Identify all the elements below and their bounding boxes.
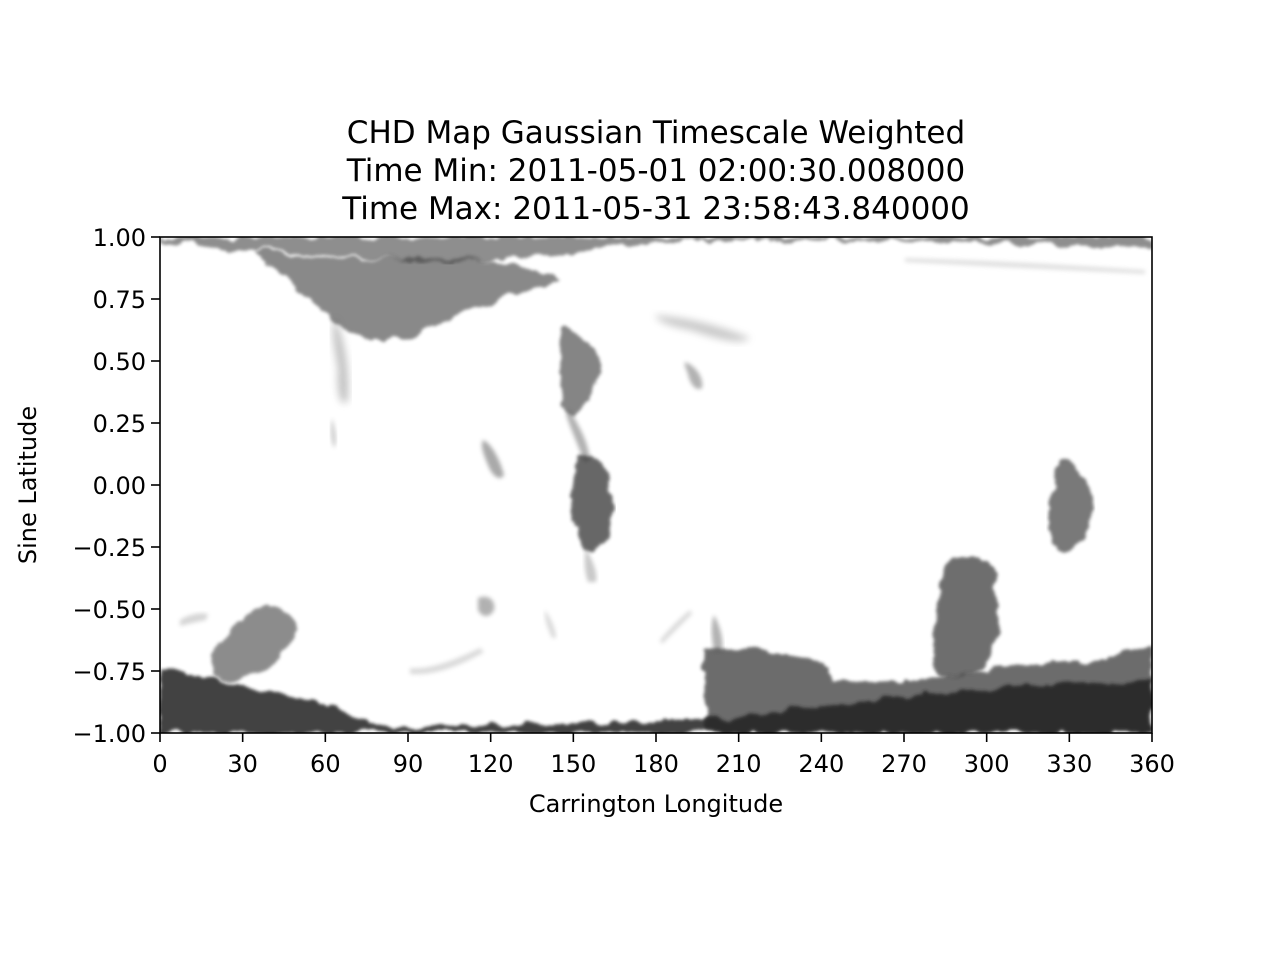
y-tick-label: 0.25 — [93, 410, 146, 438]
y-tick-label: 1.00 — [93, 224, 146, 252]
x-tick-label: 90 — [393, 750, 424, 778]
heatmap-tendril-2 — [330, 418, 337, 448]
title-line-1: CHD Map Gaussian Timescale Weighted — [347, 115, 965, 151]
title-line-3: Time Max: 2011-05-31 23:58:43.840000 — [341, 191, 970, 227]
y-tick-label: −0.50 — [72, 596, 146, 624]
heatmap-southern-lobe — [931, 556, 998, 678]
heatmap-small-patch-1 — [481, 440, 504, 479]
x-tick-label: 180 — [633, 750, 679, 778]
y-tick-label: 0.00 — [93, 472, 146, 500]
x-tick-label: 360 — [1129, 750, 1175, 778]
chart-title: CHD Map Gaussian Timescale Weighted Time… — [341, 115, 970, 227]
x-axis: 0 30 60 90 120 150 180 210 240 270 300 330 360 — [152, 733, 1175, 778]
x-axis-label: Carrington Longitude — [529, 790, 783, 818]
x-tick-label: 30 — [227, 750, 258, 778]
heatmap-small-south-patch — [478, 596, 495, 616]
heatmap-southern-lobe-tail — [711, 615, 723, 652]
heatmap-midlat-patch — [560, 325, 602, 416]
x-tick-label: 210 — [716, 750, 762, 778]
heatmap-north-extension — [250, 250, 560, 341]
y-tick-label: −0.25 — [72, 534, 146, 562]
plot-area — [160, 237, 1152, 733]
heatmap-south-polar-cap — [160, 665, 1152, 733]
heatmap-south-arc — [410, 648, 484, 675]
y-axis: −1.00 −0.75 −0.50 −0.25 0.00 0.25 0.50 0.75 1.00 — [72, 224, 160, 748]
heatmap-equatorial-tail — [584, 548, 597, 582]
x-tick-label: 270 — [881, 750, 927, 778]
heatmap-southwest-patch — [210, 605, 294, 681]
y-tick-label: 0.75 — [93, 286, 146, 314]
x-tick-label: 120 — [468, 750, 514, 778]
heatmap-streak-north — [655, 315, 750, 342]
y-tick-label: −0.75 — [72, 658, 146, 686]
heatmap-small-patch-2 — [684, 362, 703, 390]
x-tick-label: 0 — [152, 750, 167, 778]
heatmap-faint-streak — [905, 258, 1145, 274]
heatmap-equatorial-hole — [571, 456, 612, 552]
heatmap-image — [160, 237, 1152, 733]
x-tick-label: 300 — [964, 750, 1010, 778]
x-tick-label: 240 — [798, 750, 844, 778]
heatmap-north-tendril — [332, 318, 349, 404]
heatmap-east-equatorial-hole — [1050, 459, 1092, 554]
heatmap-south-tick — [544, 610, 556, 638]
heatmap-south-tick-2 — [660, 610, 692, 644]
heatmap-midlat-stem — [566, 410, 590, 462]
y-axis-label: Sine Latitude — [14, 406, 42, 564]
heatmap-north-polar-cap — [160, 237, 1152, 262]
x-tick-label: 60 — [310, 750, 341, 778]
heatmap-southwest-streak — [180, 613, 208, 626]
y-tick-label: 0.50 — [93, 348, 146, 376]
x-tick-label: 330 — [1046, 750, 1092, 778]
y-tick-label: −1.00 — [72, 720, 146, 748]
title-line-2: Time Min: 2011-05-01 02:00:30.008000 — [346, 153, 965, 189]
x-tick-label: 150 — [550, 750, 596, 778]
